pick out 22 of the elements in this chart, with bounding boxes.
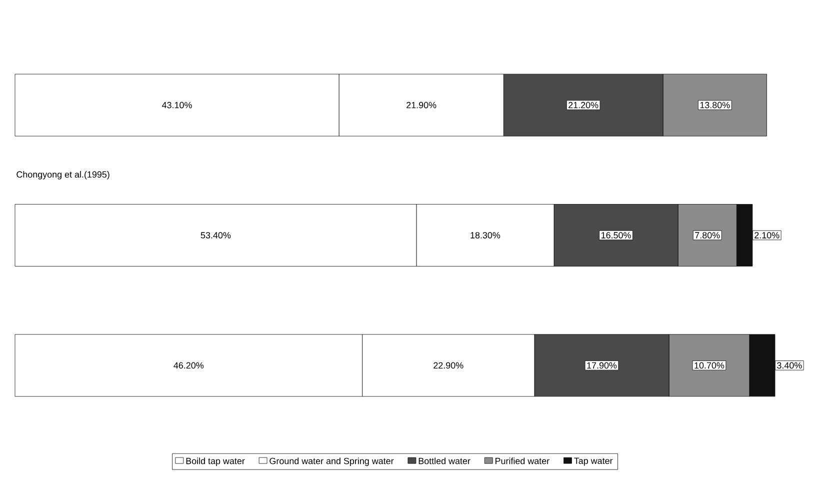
data-label: 21.90% bbox=[406, 102, 436, 108]
data-label: 10.70% bbox=[694, 362, 724, 369]
legend-label: Ground water and Spring water bbox=[270, 458, 394, 466]
legend-label: Purified water bbox=[496, 458, 550, 464]
bar bbox=[736, 204, 753, 266]
data-label: 16.50% bbox=[601, 232, 631, 238]
data-label: 46.20% bbox=[174, 362, 204, 369]
data-label: 13.80% bbox=[700, 102, 730, 108]
legend-label: Tap water bbox=[574, 458, 613, 466]
data-label: 43.10% bbox=[162, 102, 192, 108]
bar bbox=[749, 334, 776, 397]
data-label: 22.90% bbox=[434, 362, 464, 369]
data-label: 21.20% bbox=[568, 102, 598, 108]
data-label: 17.90% bbox=[587, 362, 617, 369]
legend-label: Boild tap water bbox=[186, 458, 245, 466]
y-tick-label: Chongyong et al.(1995) bbox=[16, 171, 110, 180]
data-label: 18.30% bbox=[470, 232, 500, 238]
data-label: 3.40% bbox=[777, 362, 802, 369]
data-label: 7.80% bbox=[695, 232, 720, 238]
data-label: 53.40% bbox=[200, 232, 231, 238]
data-label: 2.10% bbox=[754, 232, 780, 238]
legend-label: Bottled water bbox=[418, 458, 470, 464]
